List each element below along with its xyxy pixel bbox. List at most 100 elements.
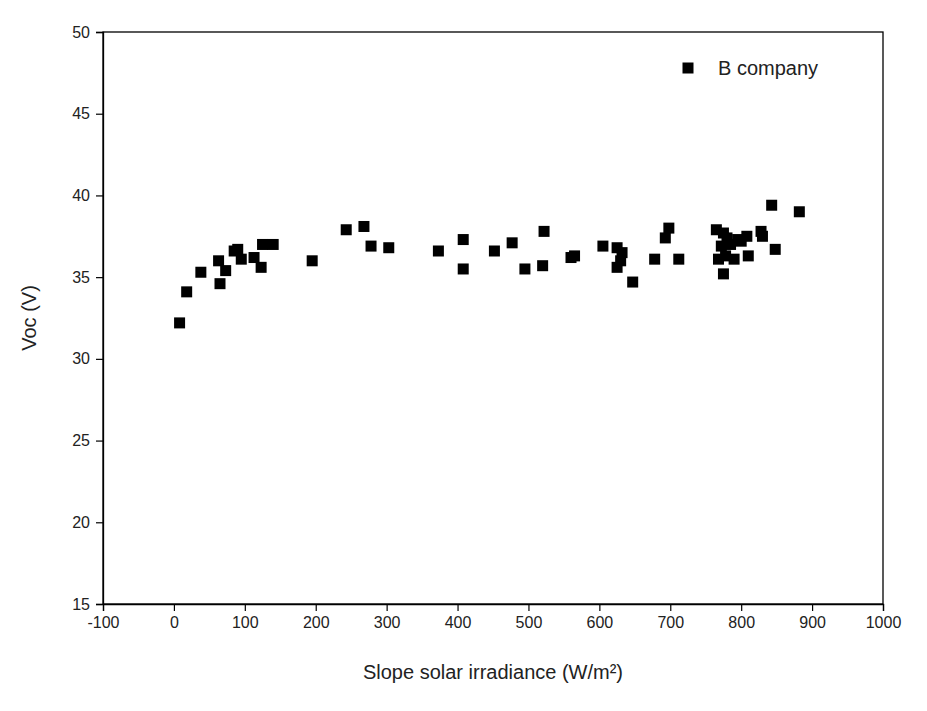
plot: -100010020030040050060070080090010001520… — [72, 24, 901, 632]
point — [257, 239, 268, 250]
tick-mark — [741, 604, 742, 611]
tick-mark — [96, 359, 103, 360]
tick-label: 0 — [170, 614, 179, 631]
plot-frame — [103, 32, 883, 604]
tick: 300 — [374, 604, 401, 631]
point — [539, 226, 550, 237]
point — [718, 268, 729, 279]
tick-label: 800 — [728, 614, 755, 631]
point — [256, 262, 267, 273]
tick: -100 — [87, 604, 119, 631]
tick-mark — [96, 440, 103, 441]
tick-mark — [174, 604, 175, 611]
point — [174, 317, 185, 328]
tick-mark — [316, 604, 317, 611]
tick: 30 — [72, 350, 103, 367]
tick: 1000 — [866, 604, 902, 631]
tick-label: 200 — [303, 614, 330, 631]
point — [307, 255, 318, 266]
point — [770, 244, 781, 255]
legend-marker — [683, 63, 694, 74]
tick-label: 400 — [445, 614, 472, 631]
point — [458, 234, 469, 245]
point — [433, 245, 444, 256]
point — [236, 254, 247, 265]
tick: 50 — [72, 24, 103, 41]
point — [215, 278, 226, 289]
point — [181, 286, 192, 297]
chart: -100010020030040050060070080090010001520… — [0, 0, 927, 711]
axis-line — [104, 605, 884, 612]
tick: 20 — [72, 514, 103, 531]
legend: B company — [683, 57, 819, 79]
point — [660, 232, 671, 243]
tick: 800 — [728, 604, 755, 631]
tick: 0 — [170, 604, 179, 631]
tick-mark — [96, 277, 103, 278]
point — [741, 231, 752, 242]
point — [366, 241, 377, 252]
legend-label: B company — [718, 57, 818, 79]
tick-mark — [245, 604, 246, 611]
points — [174, 200, 805, 329]
tick-mark — [96, 195, 103, 196]
tick-mark — [457, 604, 458, 611]
point — [729, 254, 740, 265]
point — [358, 221, 369, 232]
point — [341, 224, 352, 235]
tick-mark — [96, 522, 103, 523]
point — [507, 237, 518, 248]
tick: 25 — [72, 432, 103, 449]
tick-mark — [528, 604, 529, 611]
point — [663, 223, 674, 234]
point — [673, 254, 684, 265]
tick-mark — [387, 604, 388, 611]
tick-mark — [883, 604, 884, 611]
tick-label: 500 — [516, 614, 543, 631]
tick-mark — [96, 114, 103, 115]
point — [232, 244, 243, 255]
point — [458, 263, 469, 274]
tick-label: 25 — [72, 432, 90, 449]
point — [617, 247, 628, 258]
tick: 600 — [587, 604, 614, 631]
x-axis-title: Slope solar irradiance (W/m²) — [363, 661, 623, 683]
tick-label: 1000 — [866, 614, 902, 631]
point — [268, 239, 279, 250]
tick-label: 30 — [72, 350, 90, 367]
point — [519, 263, 530, 274]
tick-label: -100 — [87, 614, 119, 631]
point — [627, 277, 638, 288]
y-axis: 1520253035404550 — [72, 24, 103, 613]
tick: 400 — [445, 604, 472, 631]
point — [597, 241, 608, 252]
tick-label: 20 — [72, 514, 90, 531]
tick-mark — [96, 604, 103, 605]
point — [213, 255, 224, 266]
tick-label: 600 — [587, 614, 614, 631]
tick: 700 — [657, 604, 684, 631]
point — [249, 252, 260, 263]
tick: 45 — [72, 105, 103, 122]
point — [489, 245, 500, 256]
point — [794, 206, 805, 217]
x-axis: -10001002003004005006007008009001000 — [87, 604, 901, 631]
point — [743, 250, 754, 261]
tick: 500 — [516, 604, 543, 631]
tick-label: 300 — [374, 614, 401, 631]
point — [537, 260, 548, 271]
axis-line — [96, 33, 104, 605]
point — [569, 250, 580, 261]
tick-label: 700 — [657, 614, 684, 631]
tick-mark — [812, 604, 813, 611]
tick: 900 — [799, 604, 826, 631]
tick: 200 — [303, 604, 330, 631]
tick-label: 50 — [72, 24, 90, 41]
tick: 15 — [72, 596, 103, 613]
tick-label: 35 — [72, 269, 90, 286]
point — [220, 265, 231, 276]
tick: 35 — [72, 269, 103, 286]
tick-label: 900 — [799, 614, 826, 631]
point — [766, 200, 777, 211]
tick-mark — [670, 604, 671, 611]
